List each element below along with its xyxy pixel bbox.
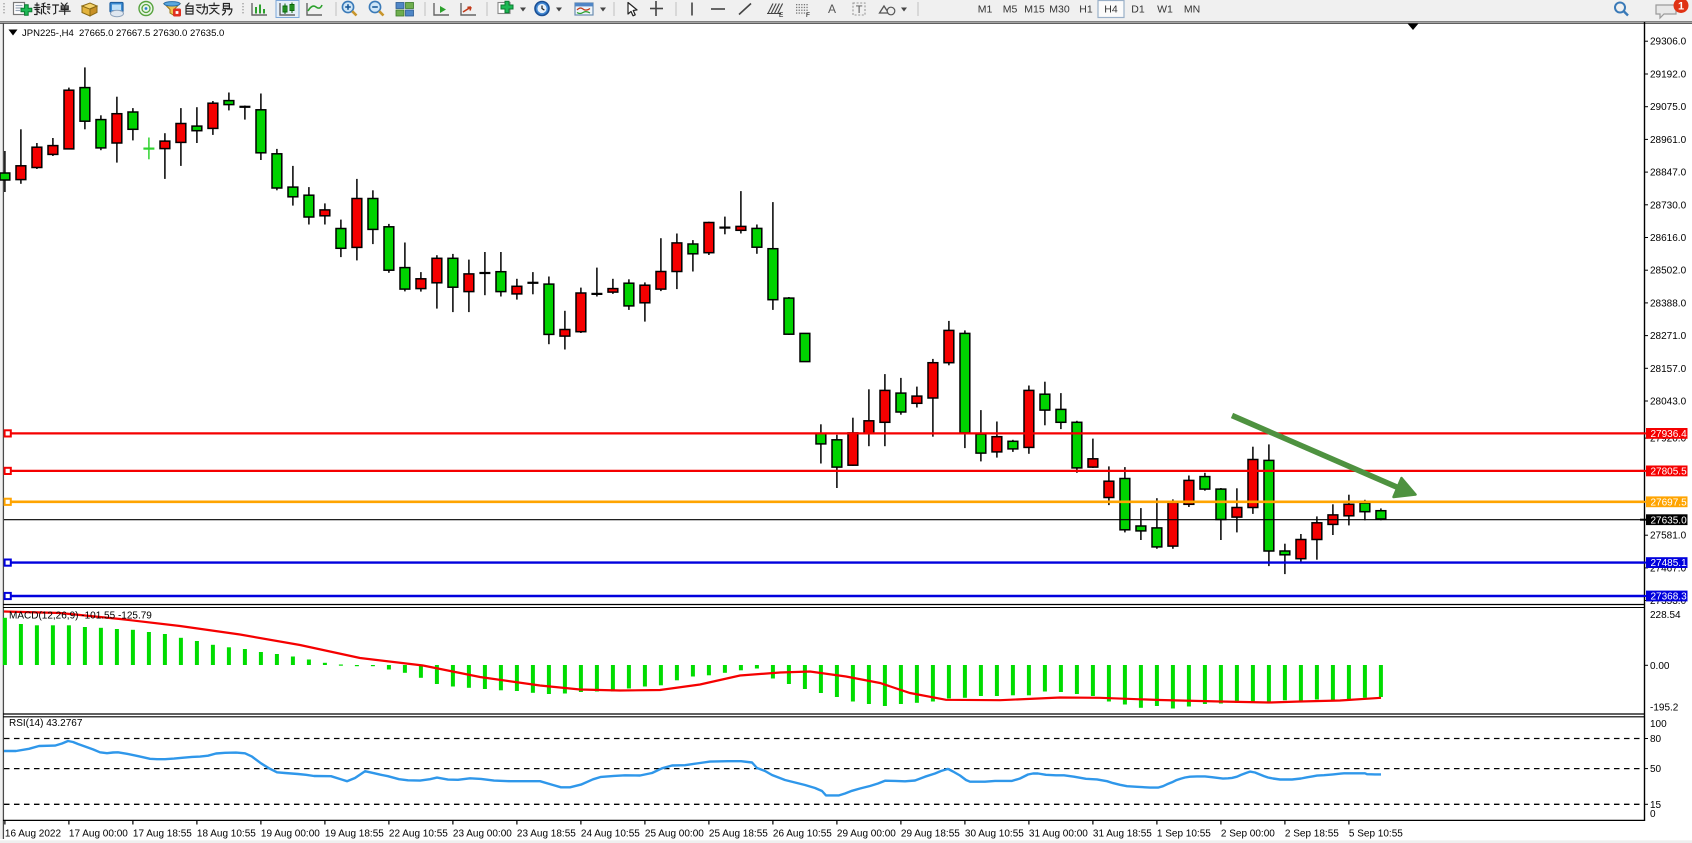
svg-text:28388.0: 28388.0: [1650, 298, 1687, 309]
svg-text:1 Sep 10:55: 1 Sep 10:55: [1157, 829, 1211, 840]
svg-text:23 Aug 00:00: 23 Aug 00:00: [453, 829, 512, 840]
svg-text:100: 100: [1650, 719, 1667, 730]
svg-text:RSI(14) 43.2767: RSI(14) 43.2767: [9, 718, 83, 729]
svg-text:M30: M30: [1049, 4, 1070, 16]
svg-text:23 Aug 18:55: 23 Aug 18:55: [517, 829, 576, 840]
svg-text:80: 80: [1650, 734, 1662, 745]
svg-text:5 Sep 10:55: 5 Sep 10:55: [1349, 829, 1403, 840]
svg-text:31 Aug 18:55: 31 Aug 18:55: [1093, 829, 1152, 840]
svg-text:F: F: [806, 12, 810, 19]
svg-text:1: 1: [1678, 1, 1684, 13]
svg-text:28043.0: 28043.0: [1650, 397, 1687, 408]
svg-text:19 Aug 18:55: 19 Aug 18:55: [325, 829, 384, 840]
svg-text:29 Aug 00:00: 29 Aug 00:00: [837, 829, 896, 840]
svg-text:27920.0: 27920.0: [1650, 434, 1687, 445]
svg-text:15: 15: [1650, 800, 1662, 811]
svg-text:MACD(12,26,9) -101.55 -125.79: MACD(12,26,9) -101.55 -125.79: [9, 611, 152, 622]
svg-text:19 Aug 00:00: 19 Aug 00:00: [261, 829, 320, 840]
svg-text:-195.2: -195.2: [1650, 703, 1679, 714]
svg-text:A: A: [828, 2, 836, 16]
svg-text:T: T: [856, 4, 863, 16]
svg-text:29306.0: 29306.0: [1650, 37, 1687, 48]
svg-text:28730.0: 28730.0: [1650, 200, 1687, 211]
svg-text:29075.0: 29075.0: [1650, 102, 1687, 113]
svg-text:27635.0: 27635.0: [1651, 515, 1688, 526]
svg-text:27581.0: 27581.0: [1650, 531, 1687, 542]
svg-text:28616.0: 28616.0: [1650, 233, 1687, 244]
svg-text:25 Aug 00:00: 25 Aug 00:00: [645, 829, 704, 840]
svg-text:29192.0: 29192.0: [1650, 70, 1687, 81]
svg-text:16 Aug 2022: 16 Aug 2022: [5, 829, 62, 840]
svg-text:27467.0: 27467.0: [1650, 563, 1687, 574]
svg-text:D1: D1: [1131, 4, 1145, 16]
svg-text:0.00: 0.00: [1650, 661, 1670, 672]
svg-text:17 Aug 00:00: 17 Aug 00:00: [69, 829, 128, 840]
svg-text:28271.0: 28271.0: [1650, 331, 1687, 342]
svg-text:50: 50: [1650, 764, 1662, 775]
svg-text:24 Aug 10:55: 24 Aug 10:55: [581, 829, 640, 840]
svg-text:28961.0: 28961.0: [1650, 135, 1687, 146]
svg-text:26 Aug 10:55: 26 Aug 10:55: [773, 829, 832, 840]
svg-text:2 Sep 18:55: 2 Sep 18:55: [1285, 829, 1339, 840]
svg-text:27368.3: 27368.3: [1651, 592, 1688, 603]
svg-text:H1: H1: [1079, 4, 1093, 16]
svg-text:MN: MN: [1184, 4, 1200, 16]
svg-text:M5: M5: [1003, 4, 1018, 16]
svg-text:17 Aug 18:55: 17 Aug 18:55: [133, 829, 192, 840]
svg-text:E: E: [779, 12, 784, 19]
svg-text:25 Aug 18:55: 25 Aug 18:55: [709, 829, 768, 840]
svg-text:18 Aug 10:55: 18 Aug 10:55: [197, 829, 256, 840]
svg-text:31 Aug 00:00: 31 Aug 00:00: [1029, 829, 1088, 840]
svg-text:28502.0: 28502.0: [1650, 266, 1687, 277]
svg-text:H4: H4: [1104, 4, 1118, 16]
svg-text:27485.1: 27485.1: [1651, 558, 1688, 569]
svg-text:2 Sep 00:00: 2 Sep 00:00: [1221, 829, 1275, 840]
svg-text:27936.4: 27936.4: [1651, 429, 1688, 440]
svg-text:29 Aug 18:55: 29 Aug 18:55: [901, 829, 960, 840]
svg-text:27697.5: 27697.5: [1651, 497, 1688, 508]
svg-text:28847.0: 28847.0: [1650, 168, 1687, 179]
svg-text:M1: M1: [978, 4, 993, 16]
svg-text:M15: M15: [1024, 4, 1045, 16]
svg-text:JPN225-,H4 27665.0 27667.5 27: JPN225-,H4 27665.0 27667.5 27630.0 27635…: [22, 28, 224, 39]
svg-text:27353.0: 27353.0: [1650, 596, 1687, 607]
svg-text:0: 0: [1650, 809, 1656, 820]
svg-text:228.54: 228.54: [1650, 610, 1681, 621]
svg-text:27805.5: 27805.5: [1651, 467, 1688, 478]
svg-text:22 Aug 10:55: 22 Aug 10:55: [389, 829, 448, 840]
svg-text:30 Aug 10:55: 30 Aug 10:55: [965, 829, 1024, 840]
svg-text:W1: W1: [1157, 4, 1173, 16]
svg-text:28157.0: 28157.0: [1650, 364, 1687, 375]
